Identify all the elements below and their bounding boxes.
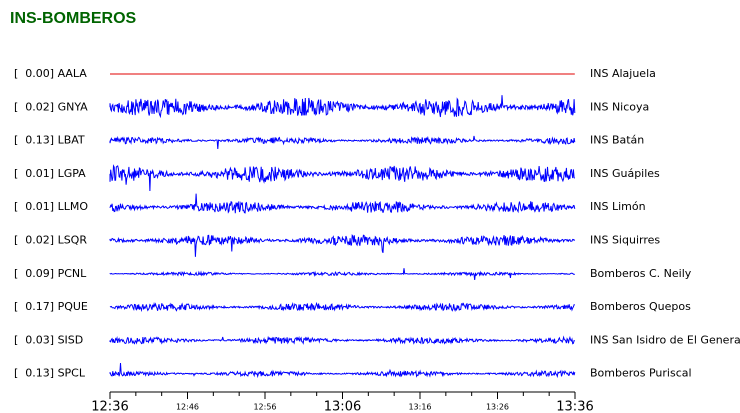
time-label: 12:36	[91, 400, 128, 413]
time-label: 12:56	[253, 403, 276, 412]
waveform	[109, 362, 576, 379]
waveform	[109, 135, 576, 150]
time-label: 13:36	[556, 400, 593, 413]
station-label: [ 0.00] AALA	[14, 67, 87, 80]
waveform	[109, 301, 575, 313]
waveform	[109, 335, 575, 345]
waveform	[109, 193, 576, 214]
station-name: INS Guápiles	[590, 167, 660, 180]
waveform	[109, 233, 576, 257]
page-title: INS-BOMBEROS	[10, 10, 137, 27]
waveform	[109, 268, 575, 280]
station-label: [ 0.01] LLMO	[14, 200, 88, 213]
station-name: INS Alajuela	[590, 67, 656, 80]
station-name: Bomberos Quepos	[590, 300, 691, 313]
station-name: Bomberos Puriscal	[590, 367, 692, 380]
station-label: [ 0.03] SISD	[14, 333, 83, 346]
station-label: [ 0.01] LGPA	[14, 167, 86, 180]
station-label: [ 0.02] LSQR	[14, 234, 87, 247]
station-name: INS Limón	[590, 200, 646, 213]
station-name: INS Nicoya	[590, 100, 649, 113]
station-name: Bomberos C. Neily	[590, 267, 692, 280]
time-label: 12:46	[176, 403, 199, 412]
station-label: [ 0.09] PCNL	[14, 267, 87, 280]
time-label: 13:06	[324, 400, 361, 413]
time-label: 13:16	[408, 403, 431, 412]
waveform	[109, 95, 576, 119]
station-label: [ 0.13] SPCL	[14, 367, 86, 380]
station-label: [ 0.17] PQUE	[14, 300, 88, 313]
station-name: INS Siquirres	[590, 234, 660, 247]
waveform	[109, 164, 576, 192]
station-name: INS Batán	[590, 134, 644, 147]
station-name: INS San Isidro de El General	[590, 333, 740, 346]
station-label: [ 0.13] LBAT	[14, 134, 85, 147]
time-label: 13:26	[486, 403, 509, 412]
station-label: [ 0.02] GNYA	[14, 100, 88, 113]
